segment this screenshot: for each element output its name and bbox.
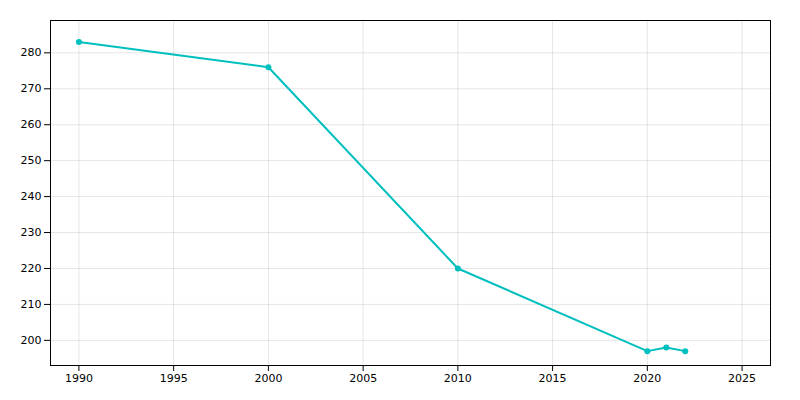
svg-text:230: 230 (21, 226, 42, 239)
svg-text:1995: 1995 (160, 372, 188, 385)
svg-text:200: 200 (21, 334, 42, 347)
svg-text:2010: 2010 (444, 372, 472, 385)
svg-text:2005: 2005 (349, 372, 377, 385)
svg-text:2015: 2015 (539, 372, 567, 385)
svg-text:2025: 2025 (728, 372, 756, 385)
svg-text:2000: 2000 (254, 372, 282, 385)
svg-text:260: 260 (21, 118, 42, 131)
svg-text:250: 250 (21, 154, 42, 167)
svg-text:2020: 2020 (633, 372, 661, 385)
svg-text:280: 280 (21, 46, 42, 59)
svg-text:210: 210 (21, 298, 42, 311)
svg-text:1990: 1990 (65, 372, 93, 385)
svg-text:240: 240 (21, 190, 42, 203)
svg-text:270: 270 (21, 82, 42, 95)
svg-text:220: 220 (21, 262, 42, 275)
